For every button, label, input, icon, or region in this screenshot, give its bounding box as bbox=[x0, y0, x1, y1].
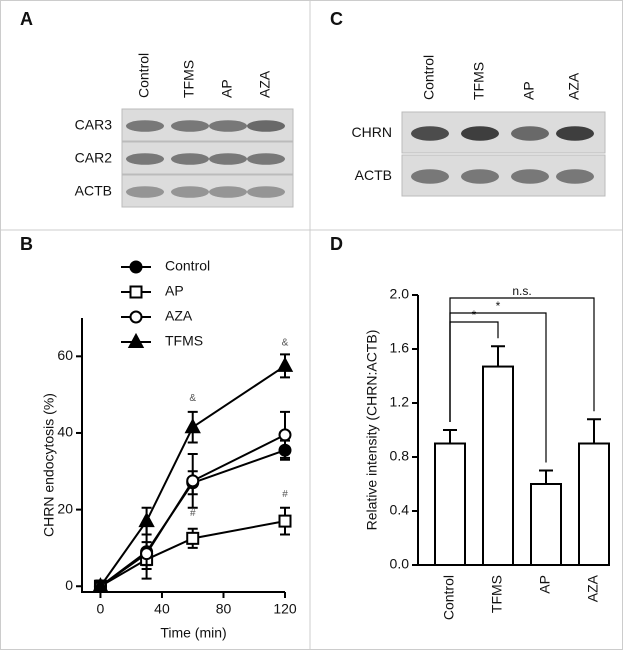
point bbox=[184, 418, 201, 434]
band bbox=[209, 186, 247, 198]
significance-label: * bbox=[496, 299, 501, 313]
band bbox=[411, 126, 449, 141]
band bbox=[126, 153, 164, 165]
y-tick-label: 0 bbox=[65, 577, 73, 593]
panel-letter: A bbox=[20, 9, 33, 29]
band bbox=[247, 120, 285, 132]
row-label: ACTB bbox=[355, 167, 392, 183]
series-line bbox=[99, 365, 286, 587]
point bbox=[138, 512, 155, 528]
annotation: # bbox=[282, 489, 288, 500]
legend-marker bbox=[129, 310, 143, 324]
point bbox=[186, 531, 200, 545]
band bbox=[556, 169, 594, 184]
band bbox=[126, 120, 164, 132]
point bbox=[186, 474, 200, 488]
legend-marker bbox=[129, 260, 143, 274]
band bbox=[126, 186, 164, 198]
x-tick-label: AP bbox=[537, 575, 553, 594]
band bbox=[461, 126, 499, 141]
band bbox=[556, 126, 594, 141]
lane-label: AP bbox=[521, 81, 537, 100]
significance-label: * bbox=[472, 308, 477, 322]
lane-label: TFMS bbox=[181, 60, 197, 98]
band bbox=[511, 169, 549, 184]
band bbox=[511, 126, 549, 141]
x-tick-label: 0 bbox=[97, 601, 105, 617]
x-tick-label: AZA bbox=[585, 574, 601, 602]
legend-label: Control bbox=[165, 258, 210, 274]
legend-label: AP bbox=[165, 283, 184, 299]
y-tick-label: 0.8 bbox=[390, 448, 410, 464]
point bbox=[92, 577, 109, 593]
row-label: CAR2 bbox=[75, 150, 113, 166]
bar bbox=[434, 442, 466, 566]
axis bbox=[81, 318, 285, 593]
annotation: & bbox=[189, 393, 196, 404]
lane-label: AZA bbox=[257, 70, 273, 98]
x-tick-label: 80 bbox=[216, 601, 232, 617]
band bbox=[247, 186, 285, 198]
y-tick-label: 0.4 bbox=[390, 502, 410, 518]
bar bbox=[482, 365, 514, 566]
y-tick-label: 2.0 bbox=[390, 286, 410, 302]
lane-label: TFMS bbox=[471, 62, 487, 100]
row-label: CAR3 bbox=[75, 117, 113, 133]
bar bbox=[530, 483, 562, 566]
y-tick-label: 60 bbox=[57, 347, 73, 363]
lane-label: AZA bbox=[566, 72, 582, 100]
point bbox=[278, 514, 292, 528]
panel-letter: D bbox=[330, 234, 343, 254]
x-tick-label: Control bbox=[441, 575, 457, 620]
y-tick-label: 1.2 bbox=[390, 394, 410, 410]
y-axis-label: CHRN endocytosis (%) bbox=[41, 393, 57, 537]
band bbox=[209, 153, 247, 165]
significance-bracket bbox=[449, 297, 595, 422]
annotation: # bbox=[190, 508, 196, 519]
band bbox=[411, 169, 449, 184]
band bbox=[171, 120, 209, 132]
legend-marker bbox=[129, 285, 143, 299]
row-label: ACTB bbox=[75, 183, 112, 199]
row-label: CHRN bbox=[352, 124, 392, 140]
annotation: & bbox=[282, 338, 289, 349]
error-bar bbox=[539, 469, 553, 484]
panel-letter: B bbox=[20, 234, 33, 254]
x-axis-label: Time (min) bbox=[160, 625, 226, 641]
lane-label: Control bbox=[421, 55, 437, 100]
point bbox=[278, 428, 292, 442]
band bbox=[209, 120, 247, 132]
lane-label: AP bbox=[219, 79, 235, 98]
band bbox=[171, 186, 209, 198]
legend-label: AZA bbox=[165, 308, 193, 324]
y-axis-label: Relative intensity (CHRN:ACTB) bbox=[364, 330, 380, 531]
y-tick-label: 1.6 bbox=[390, 340, 410, 356]
series-line bbox=[99, 520, 286, 588]
error-bar bbox=[587, 418, 601, 444]
y-tick-label: 20 bbox=[57, 500, 73, 516]
error-bar bbox=[443, 429, 457, 444]
y-tick-label: 40 bbox=[57, 424, 73, 440]
y-tick-label: 0.0 bbox=[390, 556, 410, 572]
lane-label: Control bbox=[136, 53, 152, 98]
legend-label: TFMS bbox=[165, 333, 203, 349]
series-line bbox=[99, 433, 286, 588]
panel-letter: C bbox=[330, 9, 343, 29]
bar bbox=[578, 442, 610, 566]
band bbox=[247, 153, 285, 165]
error-bar bbox=[491, 345, 505, 367]
x-tick-label: 40 bbox=[154, 601, 170, 617]
point bbox=[276, 356, 294, 372]
legend-marker bbox=[127, 332, 145, 348]
point bbox=[140, 547, 154, 561]
band bbox=[461, 169, 499, 184]
x-tick-label: TFMS bbox=[489, 575, 505, 613]
significance-label: n.s. bbox=[512, 284, 531, 298]
band bbox=[171, 153, 209, 165]
x-tick-label: 120 bbox=[273, 601, 297, 617]
